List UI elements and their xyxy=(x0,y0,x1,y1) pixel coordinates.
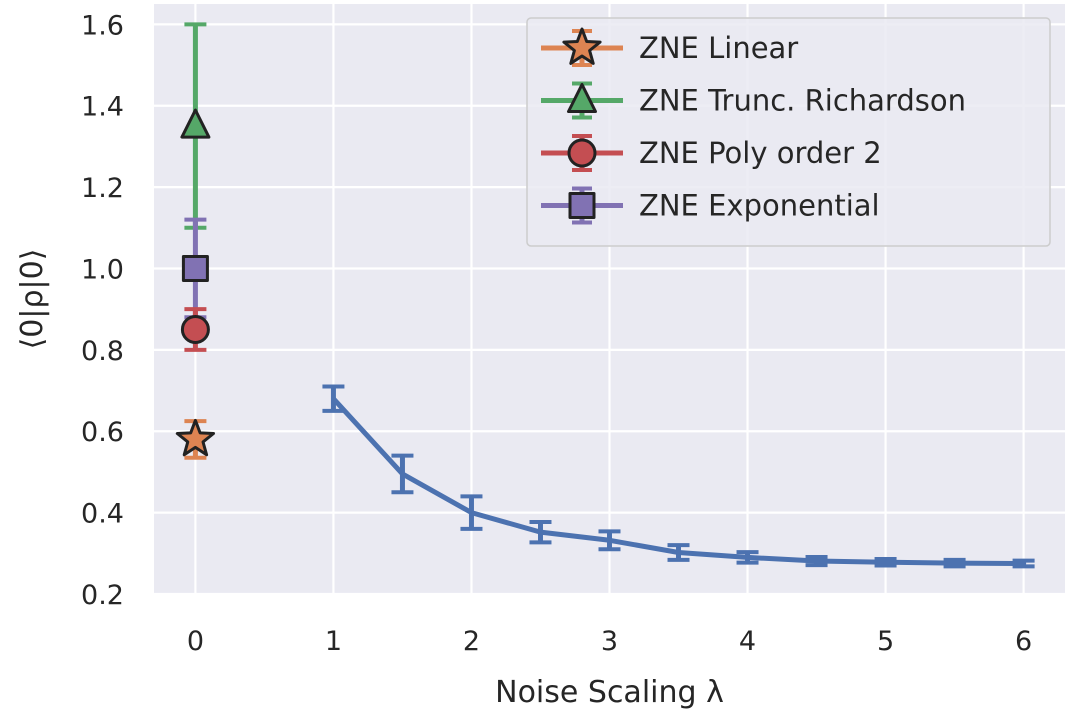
legend-label: ZNE Exponential xyxy=(639,189,880,223)
y-tick-label: 1.6 xyxy=(81,10,124,41)
y-tick-label: 0.2 xyxy=(81,580,124,611)
series-1 xyxy=(175,418,215,460)
data-point-marker xyxy=(175,418,215,457)
tick-labels: 0 1 2 3 4 5 6 0.2 0.4 0.6 0.8 1.0 1.2 1.4 1.6 xyxy=(81,10,1032,657)
x-tick-label: 6 xyxy=(1015,626,1032,657)
y-tick-label: 1.2 xyxy=(81,173,124,204)
legend-marker xyxy=(567,138,597,168)
data-point-marker xyxy=(180,108,211,139)
legend-box xyxy=(526,17,1051,247)
legend-entry: ZNE Linear xyxy=(541,27,798,67)
x-tick-label: 0 xyxy=(187,626,204,657)
x-tick-label: 1 xyxy=(325,626,342,657)
legend-marker xyxy=(567,83,597,113)
legend-entry: ZNE Trunc. Richardson xyxy=(541,81,966,120)
y-tick-label: 0.4 xyxy=(81,499,124,530)
legend-label: ZNE Poly order 2 xyxy=(639,136,882,170)
legend-label: ZNE Linear xyxy=(639,31,798,65)
data-point-marker xyxy=(181,254,209,282)
x-tick-label: 3 xyxy=(601,626,618,657)
x-axis-label: Noise Scaling λ xyxy=(495,675,724,710)
y-tick-label: 0.8 xyxy=(81,336,124,367)
y-tick-label: 0.6 xyxy=(81,417,124,448)
y-axis-label: ⟨0|ρ|0⟩ xyxy=(15,249,50,350)
legend-marker xyxy=(562,27,602,65)
legend-marker xyxy=(568,192,596,219)
y-tick-label: 1.0 xyxy=(81,254,124,285)
legend-entry: ZNE Exponential xyxy=(541,186,880,225)
x-tick-label: 2 xyxy=(463,626,480,657)
y-tick-label: 1.4 xyxy=(81,92,124,123)
series-3 xyxy=(180,307,210,352)
data-point-marker xyxy=(180,315,210,345)
legend: ZNE Linear ZNE Trunc. Richardson ZNE Poly … xyxy=(526,17,1051,247)
chart-marks xyxy=(175,22,1035,569)
x-tick-label: 5 xyxy=(877,626,894,657)
legend-label: ZNE Trunc. Richardson xyxy=(639,84,966,118)
x-tick-label: 4 xyxy=(739,626,756,657)
legend-entry: ZNE Poly order 2 xyxy=(541,134,882,172)
series-0 xyxy=(322,384,1035,569)
